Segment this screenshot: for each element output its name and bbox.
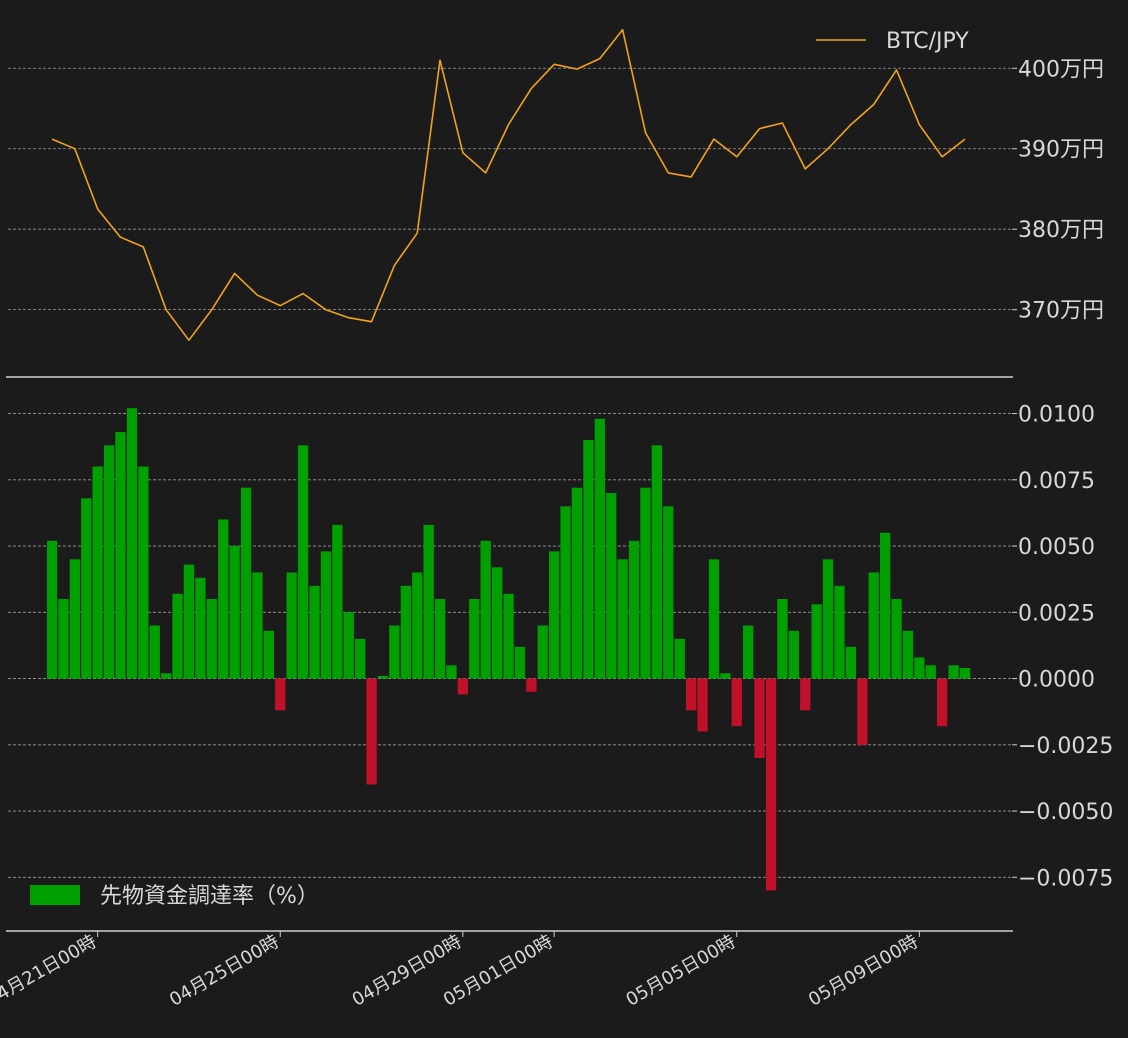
funding-tick-label: 0.0000 [1018, 668, 1095, 693]
funding-rate-bar-positive [594, 418, 605, 679]
price-tick-label: 380万円 [1018, 218, 1104, 243]
funding-rate-bar-positive [149, 625, 160, 679]
funding-rate-bar-positive [183, 564, 195, 679]
funding-rate-bar-positive [195, 577, 206, 679]
funding-rate-bar-positive [446, 665, 457, 679]
funding-rate-bar-negative [731, 678, 742, 727]
funding-rate-bar-positive [663, 506, 674, 679]
funding-rate-bar-positive [172, 593, 183, 679]
funding-tick-label: 0.0100 [1018, 403, 1095, 428]
funding-rate-bar-negative [457, 678, 468, 695]
funding-rate-bar-positive [560, 506, 571, 679]
funding-rate-bar-positive [948, 665, 959, 679]
funding-rate-bar-positive [263, 630, 274, 679]
funding-rate-bar-positive [708, 559, 720, 679]
funding-rate-bar-positive [229, 546, 240, 679]
funding-rate-bar-positive [503, 593, 514, 679]
funding-rate-bar-positive [720, 673, 731, 679]
funding-tick-label: 0.0025 [1018, 601, 1095, 626]
funding-rate-bar-positive [46, 540, 58, 679]
funding-rate-bar-negative [765, 678, 777, 891]
funding-rate-bar-positive [58, 599, 69, 679]
price-tick-label: 390万円 [1018, 138, 1104, 163]
funding-rate-bar-positive [343, 612, 354, 679]
funding-rate-bar-negative [275, 678, 286, 711]
funding-tick-label: −0.0075 [1018, 866, 1113, 891]
funding-tick-label: −0.0050 [1018, 800, 1113, 825]
funding-rate-bar-negative [686, 678, 697, 711]
funding-rate-bar-positive [332, 524, 343, 679]
funding-rate-bar-positive [286, 572, 297, 679]
funding-rate-bar-positive [412, 572, 423, 679]
funding-rate-bar-negative [366, 678, 377, 785]
funding-rate-bar-positive [902, 630, 914, 679]
funding-rate-bar-positive [206, 599, 217, 679]
funding-rate-bar-positive [617, 559, 628, 679]
funding-rate-bar-positive [628, 540, 640, 679]
funding-rate-bar-positive [880, 532, 891, 679]
funding-rate-bar-positive [811, 604, 822, 679]
funding-rate-bar-positive [81, 498, 92, 679]
funding-rate-bar-positive [138, 466, 149, 679]
funding-rate-bar-negative [857, 678, 868, 745]
funding-rate-bar-negative [754, 678, 765, 758]
funding-rate-bar-positive [777, 599, 788, 679]
funding-rate-bar-negative [697, 678, 708, 732]
funding-rate-bar-positive [480, 540, 491, 679]
funding-rate-bar-positive [469, 599, 480, 679]
funding-rate-bar-positive [115, 432, 126, 679]
funding-rate-bar-positive [537, 625, 548, 679]
funding-rate-bar-positive [309, 585, 320, 679]
funding-legend-label: 先物資金調達率（%） [100, 884, 319, 909]
funding-rate-bar-positive [218, 519, 229, 679]
funding-rate-bar-positive [788, 630, 799, 679]
funding-rate-bar-positive [845, 646, 856, 679]
funding-rate-bar-negative [800, 678, 811, 711]
funding-rate-bar-positive [240, 487, 252, 679]
funding-rate-bar-positive [914, 657, 925, 679]
btc-jpy-price-line [51, 28, 966, 342]
funding-rate-bar-positive [583, 440, 594, 679]
funding-rate-bar-positive [69, 559, 80, 679]
funding-rate-bar-positive [126, 408, 138, 679]
funding-rate-bar-positive [549, 551, 560, 679]
price-legend-label: BTC/JPY [886, 29, 969, 54]
funding-rate-bar-positive [674, 638, 685, 679]
funding-rate-bar-positive [834, 585, 845, 679]
funding-rate-bar-positive [743, 625, 754, 679]
funding-rate-bar-positive [161, 673, 172, 679]
funding-rate-bar-positive [320, 551, 332, 679]
funding-rate-bar-positive [400, 585, 411, 679]
funding-rate-bar-positive [640, 487, 651, 679]
funding-rate-bar-positive [571, 487, 583, 679]
funding-rate-bar-positive [377, 675, 389, 679]
funding-rate-bar-negative [526, 678, 537, 692]
funding-rate-bar-positive [103, 445, 115, 679]
funding-rate-bar-positive [492, 567, 503, 679]
funding-rate-bar-positive [434, 599, 446, 679]
funding-rate-bar-negative [937, 678, 948, 727]
funding-rate-bar-positive [514, 646, 526, 679]
price-tick-label: 370万円 [1018, 299, 1104, 324]
funding-tick-label: 0.0050 [1018, 535, 1095, 560]
funding-legend-swatch [30, 885, 80, 905]
funding-tick-label: 0.0075 [1018, 469, 1095, 494]
funding-rate-bar-positive [925, 665, 936, 679]
funding-rate-bar-positive [868, 572, 879, 679]
funding-rate-bar-positive [252, 572, 263, 679]
price-tick-label: 400万円 [1018, 57, 1104, 82]
funding-rate-bar-positive [891, 599, 902, 679]
funding-rate-bar-positive [423, 524, 434, 679]
funding-rate-bar-positive [355, 638, 366, 679]
funding-rate-bar-positive [297, 445, 309, 679]
funding-rate-bar-positive [389, 625, 400, 679]
funding-tick-label: −0.0025 [1018, 734, 1113, 759]
funding-rate-bar-positive [92, 466, 103, 679]
funding-rate-bar-positive [651, 445, 662, 679]
funding-rate-bar-positive [959, 668, 971, 679]
funding-rate-bar-positive [822, 559, 834, 679]
funding-rate-bar-positive [606, 493, 617, 679]
